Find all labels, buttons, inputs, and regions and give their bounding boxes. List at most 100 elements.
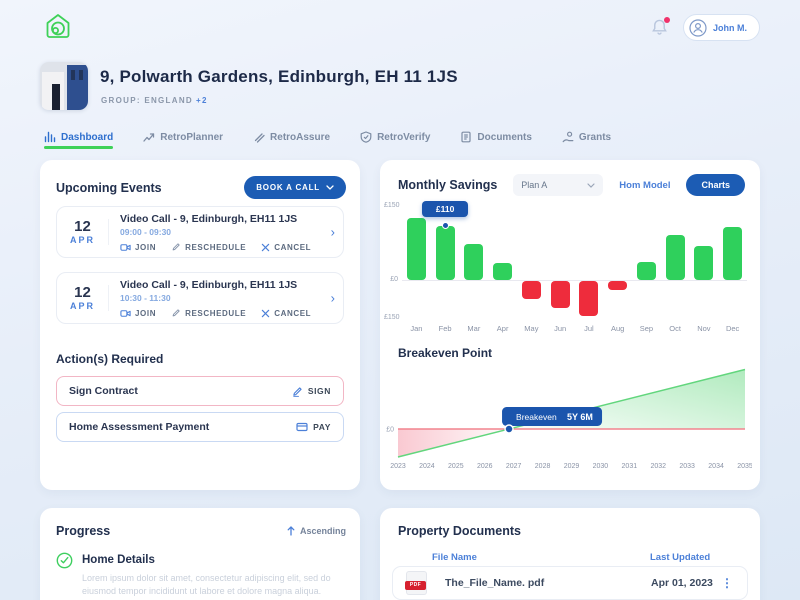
cancel-button[interactable]: CANCEL	[261, 309, 311, 318]
tab-label: RetroAssure	[270, 131, 331, 143]
reschedule-button[interactable]: RESCHEDULE	[171, 308, 246, 318]
x-axis-label: Sep	[639, 324, 654, 333]
event-chevron-icon[interactable]: ›	[330, 224, 335, 240]
reschedule-button[interactable]: RESCHEDULE	[171, 242, 246, 252]
sort-label: Ascending	[299, 526, 346, 536]
document-row[interactable]: PDF The_File_Name. pdf Apr 01, 2023 ⋮	[392, 566, 748, 600]
plan-selected-value: Plan A	[521, 180, 548, 190]
close-icon	[261, 309, 270, 317]
progress-item-title: Home Details	[82, 554, 155, 566]
action-label: Home Assessment Payment	[69, 421, 210, 433]
hom-model-link[interactable]: Hom Model	[619, 179, 671, 191]
property-title: 9, Polwarth Gardens, Edinburgh, EH 11 1J…	[100, 67, 458, 86]
breakeven-marker-dot	[504, 424, 514, 434]
bar-oct[interactable]	[665, 235, 685, 280]
x-axis-label: Oct	[669, 324, 681, 333]
bar-mar[interactable]	[464, 244, 484, 280]
monthly-savings-card: Monthly Savings Plan A Hom Model Charts …	[380, 160, 760, 490]
tab-documents[interactable]: Documents	[460, 131, 532, 149]
document-file-name: The_File_Name. pdf	[445, 577, 545, 589]
arrow-up-icon	[287, 526, 295, 536]
event-row[interactable]: 12 APR Video Call - 9, Edinburgh, EH11 1…	[56, 272, 344, 324]
tab-retroassure[interactable]: RetroAssure	[253, 131, 330, 149]
column-last-updated[interactable]: Last Updated	[650, 552, 711, 563]
bar-aug[interactable]	[608, 281, 628, 290]
event-time: 09:00 - 09:30	[120, 226, 172, 237]
top-bar: John M.	[0, 0, 800, 54]
book-a-call-label: BOOK A CALL	[256, 183, 320, 192]
bar-may[interactable]	[521, 281, 541, 299]
property-documents-card: Property Documents File Name Last Update…	[380, 508, 760, 600]
sign-button[interactable]: SIGN	[292, 386, 331, 397]
bar-feb[interactable]	[435, 225, 455, 280]
pay-button[interactable]: PAY	[296, 421, 331, 433]
grant-hand-coin-icon	[562, 131, 574, 143]
zero-gridline	[402, 280, 747, 281]
event-day: 12	[74, 218, 91, 235]
tab-dashboard[interactable]: Dashboard	[44, 131, 114, 149]
action-row-sign-contract[interactable]: Sign Contract SIGN	[56, 376, 344, 406]
action-label: Sign Contract	[69, 385, 138, 397]
tab-label: Grants	[578, 131, 612, 143]
bar-sep[interactable]	[636, 262, 656, 280]
group-more-badge[interactable]: +2	[195, 96, 208, 105]
charts-button[interactable]: Charts	[686, 174, 745, 196]
x-axis-label: May	[524, 324, 539, 333]
pencil-icon	[172, 243, 180, 251]
action-row-home-assessment-payment[interactable]: Home Assessment Payment PAY	[56, 412, 344, 442]
breakeven-area-chart: £0 2023 2024 2025 2026 2027 2028 2029 2030 2031 20…	[380, 364, 753, 476]
x-axis-label: Jul	[584, 324, 594, 333]
x-axis-year-label: 2034	[708, 463, 724, 470]
join-button[interactable]: JOIN	[120, 308, 156, 319]
event-row[interactable]: 12 APR Video Call - 9, Edinburgh, EH11 1…	[56, 206, 344, 258]
shield-check-icon	[360, 131, 372, 143]
user-name: John M.	[713, 22, 747, 33]
tab-retroverify[interactable]: RetroVerify	[360, 131, 430, 149]
row-menu-kebab-icon[interactable]: ⋮	[721, 576, 733, 590]
event-month: APR	[69, 235, 95, 245]
bar-jan[interactable]	[406, 218, 426, 280]
user-menu[interactable]: John M.	[683, 14, 760, 41]
bar-dec[interactable]	[723, 227, 743, 280]
tab-retroplanner[interactable]: RetroPlanner	[143, 131, 223, 149]
event-month: APR	[69, 301, 95, 311]
close-icon	[261, 243, 270, 251]
plan-select[interactable]: Plan A	[513, 174, 604, 196]
join-button[interactable]: JOIN	[120, 242, 156, 253]
property-thumbnail[interactable]	[40, 62, 88, 110]
group-label: GROUP: ENGLAND	[101, 96, 193, 105]
x-axis-label: Dec	[725, 324, 740, 333]
pen-icon	[254, 133, 265, 143]
column-file-name[interactable]: File Name	[432, 552, 477, 563]
bar-nov[interactable]	[694, 246, 714, 280]
document-icon	[461, 131, 472, 143]
event-body: Video Call - 9, Edinburgh, EH11 1JS 09:0…	[109, 206, 343, 259]
avatar-icon	[689, 18, 707, 37]
event-date: 12 APR	[57, 219, 109, 245]
join-label: JOIN	[135, 308, 157, 318]
bar-jul[interactable]	[579, 281, 599, 316]
breakeven-tooltip-value: 5Y 6M	[567, 412, 593, 422]
topbar-right: John M.	[651, 14, 760, 41]
bar-chart-icon	[44, 131, 56, 143]
x-axis-year-label: 2025	[448, 463, 464, 470]
event-title: Video Call - 9, Edinburgh, EH11 1JS	[120, 278, 298, 291]
sort-ascending-control[interactable]: Ascending	[287, 526, 346, 536]
bar-jun[interactable]	[550, 281, 570, 309]
thumb-window	[71, 70, 75, 80]
hom-logo-icon[interactable]	[44, 12, 72, 40]
event-title: Video Call - 9, Edinburgh, EH11 1JS	[120, 212, 298, 225]
notifications-bell-icon[interactable]	[651, 16, 670, 38]
book-a-call-button[interactable]: BOOK A CALL	[244, 176, 346, 199]
x-axis-year-label: 2031	[622, 463, 638, 470]
tab-grants[interactable]: Grants	[562, 131, 611, 149]
x-axis-year-label: 2032	[650, 463, 666, 470]
y-axis-tick: £0	[390, 276, 398, 283]
tab-label: Dashboard	[61, 131, 114, 143]
x-axis-label: Mar	[467, 324, 481, 333]
cancel-button[interactable]: CANCEL	[261, 243, 311, 252]
bar-apr[interactable]	[493, 262, 513, 280]
x-axis-year-label: 2024	[419, 463, 435, 470]
x-axis-year-label: 2030	[593, 463, 609, 470]
event-chevron-icon[interactable]: ›	[330, 290, 335, 306]
